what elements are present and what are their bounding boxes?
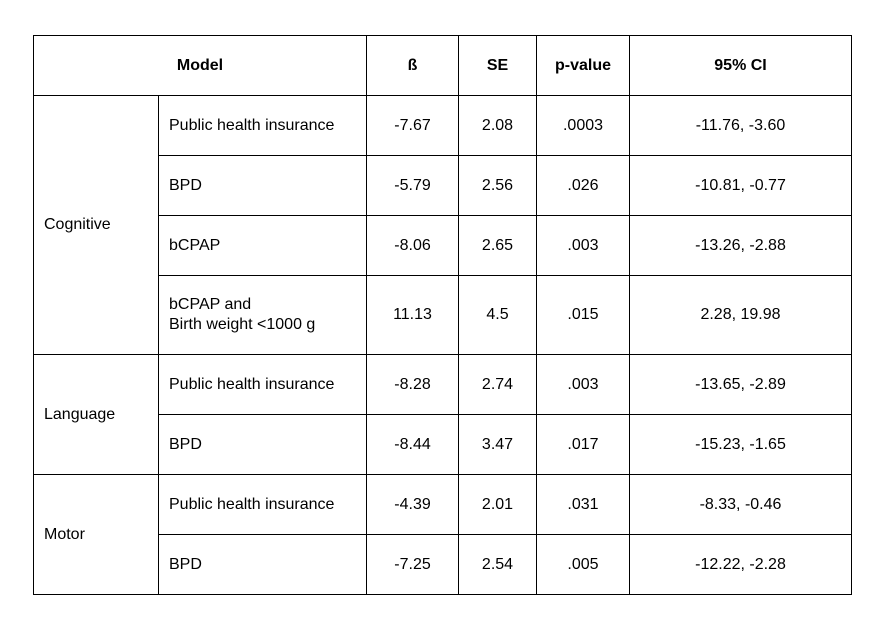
ci-cell: -10.81, -0.77 <box>629 155 852 216</box>
predictor-cell: bCPAP and Birth weight <1000 g <box>158 275 367 355</box>
group-label-language: Language <box>33 354 159 475</box>
ci-cell: -12.22, -2.28 <box>629 534 852 595</box>
p-value-cell: .0003 <box>536 95 630 156</box>
beta-cell: -8.06 <box>366 215 459 276</box>
beta-cell: -7.67 <box>366 95 459 156</box>
predictor-cell: bCPAP <box>158 215 367 276</box>
header-p-value: p-value <box>536 35 630 96</box>
se-cell: 3.47 <box>458 414 537 475</box>
predictor-line: BPD <box>169 435 202 453</box>
beta-cell: -8.44 <box>366 414 459 475</box>
predictor-line: Public health insurance <box>169 116 335 134</box>
ci-cell: -8.33, -0.46 <box>629 474 852 535</box>
se-cell: 2.56 <box>458 155 537 216</box>
ci-cell: -13.26, -2.88 <box>629 215 852 276</box>
predictor-cell: Public health insurance <box>158 95 367 156</box>
predictor-line: bCPAP and <box>169 296 252 313</box>
ci-cell: -15.23, -1.65 <box>629 414 852 475</box>
predictor-line: Public health insurance <box>169 375 335 393</box>
p-value-cell: .015 <box>536 275 630 355</box>
se-cell: 4.5 <box>458 275 537 355</box>
table-row: BPD -5.79 2.56 .026 -10.81, -0.77 <box>34 155 852 216</box>
predictor-line: BPD <box>169 555 202 573</box>
p-value-cell: .003 <box>536 215 630 276</box>
table-row: Language Public health insurance -8.28 2… <box>33 354 852 475</box>
p-value-cell: .005 <box>536 534 630 595</box>
se-cell: 2.74 <box>458 354 537 415</box>
beta-cell: -8.28 <box>366 354 459 415</box>
predictor-cell: BPD <box>158 534 367 595</box>
predictor-line: BPD <box>169 176 202 194</box>
predictor-cell: Public health insurance <box>158 354 367 415</box>
group-label-cognitive: Cognitive <box>33 95 159 355</box>
beta-cell: -5.79 <box>366 155 459 216</box>
table-row: BPD -8.44 3.47 .017 -15.23, -1.65 <box>34 414 852 475</box>
beta-cell: 11.13 <box>366 275 459 355</box>
header-se: SE <box>458 35 537 96</box>
p-value-cell: .017 <box>536 414 630 475</box>
se-cell: 2.01 <box>458 474 537 535</box>
ci-cell: -11.76, -3.60 <box>629 95 852 156</box>
header-ci: 95% CI <box>629 35 852 96</box>
predictor-line: bCPAP <box>169 236 221 254</box>
ci-cell: 2.28, 19.98 <box>629 275 852 355</box>
se-cell: 2.08 <box>458 95 537 156</box>
p-value-cell: .003 <box>536 354 630 415</box>
table-row: Cognitive Public health insurance -7.67 … <box>33 95 852 355</box>
header-beta: ß <box>366 35 459 96</box>
table-row: BPD -7.25 2.54 .005 -12.22, -2.28 <box>34 534 852 595</box>
predictor-cell: BPD <box>158 414 367 475</box>
header-row: Model ß SE p-value 95% CI <box>33 35 852 96</box>
header-model: Model <box>33 35 367 96</box>
beta-cell: -4.39 <box>366 474 459 535</box>
predictor-line: Public health insurance <box>169 495 335 513</box>
p-value-cell: .026 <box>536 155 630 216</box>
ci-cell: -13.65, -2.89 <box>629 354 852 415</box>
p-value-cell: .031 <box>536 474 630 535</box>
beta-cell: -7.25 <box>366 534 459 595</box>
se-cell: 2.54 <box>458 534 537 595</box>
group-label-motor: Motor <box>33 474 159 595</box>
table-row: bCPAP -8.06 2.65 .003 -13.26, -2.88 <box>34 215 852 276</box>
predictor-cell: Public health insurance <box>158 474 367 535</box>
se-cell: 2.65 <box>458 215 537 276</box>
table-row: Motor Public health insurance -4.39 2.01… <box>33 474 852 595</box>
predictor-line: Birth weight <1000 g <box>169 316 316 333</box>
predictor-cell: BPD <box>158 155 367 216</box>
regression-results-table: Model ß SE p-value 95% CI Cognitive Publ… <box>33 35 852 595</box>
